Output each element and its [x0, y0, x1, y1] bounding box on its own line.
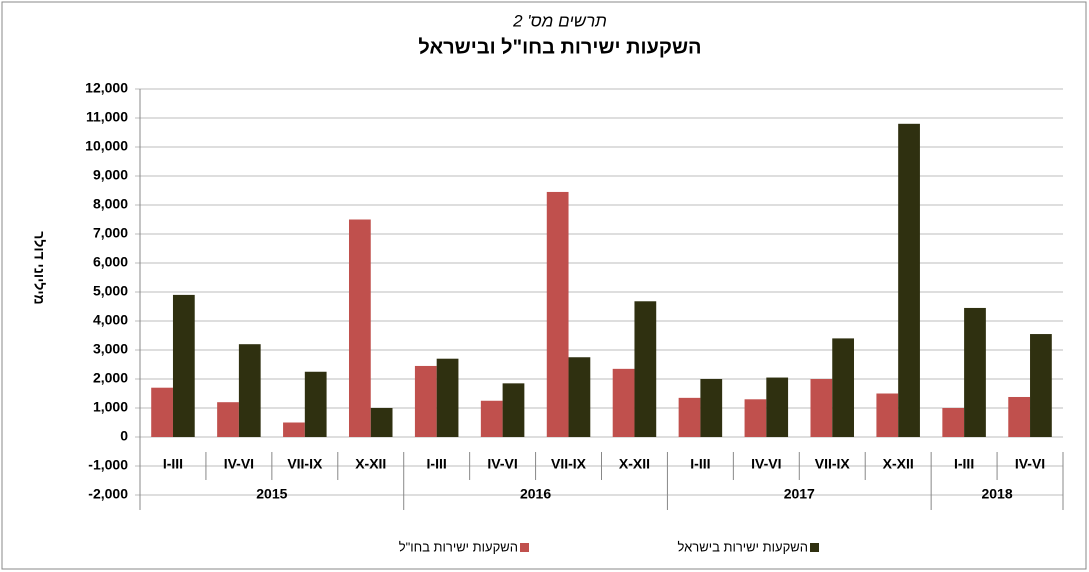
bar: [304, 371, 327, 437]
y-tick-label: -2,000: [88, 486, 128, 502]
bar: [766, 377, 789, 437]
bar: [876, 393, 899, 437]
bar: [678, 397, 701, 437]
x-tick-label: VII-IX: [287, 456, 323, 472]
bar: [612, 368, 635, 437]
x-tick-label: I-III: [163, 456, 183, 472]
bar: [217, 402, 239, 437]
group-label: 2015: [256, 486, 287, 502]
bar: [172, 294, 195, 437]
x-tick-label: IV-VI: [1015, 456, 1045, 472]
y-tick-label: 10,000: [85, 138, 128, 154]
y-tick-label: 2,000: [93, 370, 128, 386]
group-label: 2018: [981, 486, 1012, 502]
y-tick-label: 7,000: [93, 225, 128, 241]
bar: [942, 408, 965, 437]
legend-label: השקעות ישירות בחו"ל: [399, 539, 518, 554]
y-tick-label: 12,000: [85, 80, 128, 96]
bar: [348, 219, 371, 437]
y-tick-label: 3,000: [93, 341, 128, 357]
bar: [568, 357, 591, 437]
x-tick-label: X-XII: [883, 456, 914, 472]
bar: [151, 387, 173, 437]
bar: [502, 383, 525, 437]
x-tick-label: I-III: [427, 456, 447, 472]
y-tick-label: 8,000: [93, 196, 128, 212]
y-tick-label: 11,000: [86, 109, 128, 125]
legend-swatch: [520, 543, 529, 552]
legend-label: השקעות ישירות בישראל: [678, 539, 808, 554]
x-tick-label: VII-IX: [815, 456, 851, 472]
bar: [1030, 334, 1052, 437]
bar: [370, 408, 393, 437]
x-tick-label: X-XII: [619, 456, 650, 472]
group-label: 2016: [520, 486, 551, 502]
chart-subtitle: תרשים מס' 2: [512, 11, 607, 30]
y-tick-label: 1,000: [93, 399, 128, 415]
bar: [414, 365, 437, 437]
x-tick-label: IV-VI: [487, 456, 517, 472]
y-tick-label: 9,000: [93, 167, 128, 183]
y-tick-label: 4,000: [93, 312, 128, 328]
bar: [238, 344, 261, 437]
bar: [634, 301, 657, 437]
x-tick-label: IV-VI: [224, 456, 254, 472]
chart-title: השקעות ישירות בחו"ל ובישראל: [418, 36, 701, 58]
bar: [480, 400, 503, 437]
bar: [1008, 396, 1031, 437]
bar: [964, 307, 986, 437]
bar: [283, 422, 305, 437]
legend-swatch: [810, 543, 819, 552]
x-tick-label: VII-IX: [551, 456, 587, 472]
x-tick-label: I-III: [690, 456, 710, 472]
y-tick-label: 6,000: [93, 254, 128, 270]
bar: [810, 379, 833, 437]
group-label: 2017: [784, 486, 815, 502]
bar: [744, 399, 767, 437]
y-tick-label: 5,000: [93, 283, 128, 299]
bar: [700, 379, 723, 437]
bar: [546, 191, 569, 437]
x-tick-label: I-III: [954, 456, 974, 472]
x-tick-label: IV-VI: [751, 456, 781, 472]
x-tick-label: X-XII: [355, 456, 386, 472]
bar: [436, 358, 459, 437]
bar: [832, 338, 855, 437]
y-tick-label: -1,000: [88, 457, 128, 473]
bar: [898, 123, 920, 438]
y-tick-label: 0: [120, 428, 128, 444]
y-axis-label: מיליוני דולר: [31, 231, 47, 304]
